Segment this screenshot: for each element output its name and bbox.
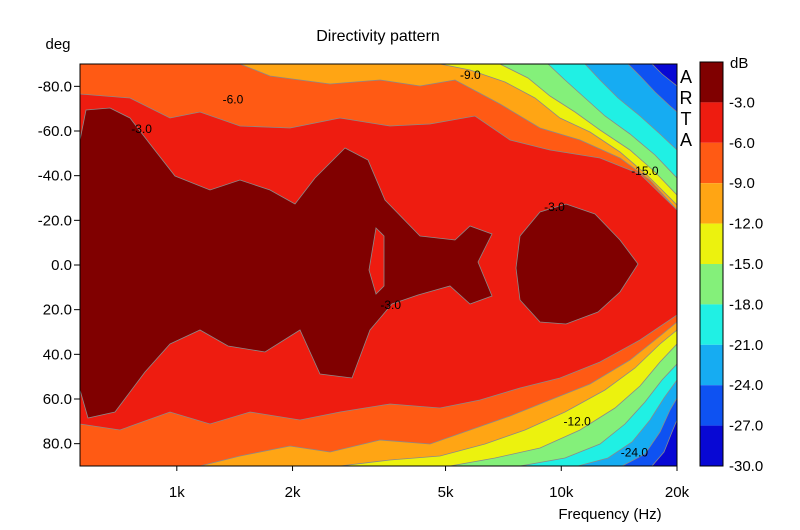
colorbar-swatch xyxy=(700,183,723,224)
colorbar-level-label: -27.0 xyxy=(729,418,763,435)
colorbar-swatch xyxy=(700,102,723,143)
colorbar-level-label: -24.0 xyxy=(729,377,763,394)
contour-label: -3.0 xyxy=(131,122,152,136)
colorbar-level-label: -30.0 xyxy=(729,458,763,475)
contour-field xyxy=(80,64,677,466)
contour-band-minus30-lower xyxy=(651,419,677,466)
colorbar: dB -3.0 -6.0 -9.0 -12.0 -15.0 -18.0 -21.0 -24.0 -… xyxy=(699,55,763,475)
y-tick-label: 0.0 xyxy=(51,257,72,274)
contour-band-minus3-hole xyxy=(368,227,385,295)
y-tick-label-group: -80.0 -60.0 -40.0 -20.0 0.0 20.0 40.0 60.0 80.0 xyxy=(38,78,80,453)
colorbar-level-label: -18.0 xyxy=(729,296,763,313)
colorbar-frame xyxy=(699,61,724,467)
colorbar-swatch xyxy=(700,385,723,426)
colorbar-level-label: -6.0 xyxy=(729,135,755,152)
y-tick-label: 40.0 xyxy=(43,346,72,363)
colorbar-level-label: -3.0 xyxy=(729,94,755,111)
x-tick-label: 10k xyxy=(549,484,574,501)
colorbar-swatch xyxy=(700,304,723,345)
contour-label-group: -3.0 -6.0 -9.0 -15.0 -3.0 -3.0 -12.0 -24.0 xyxy=(131,68,659,459)
x-tick-label: 20k xyxy=(665,484,690,501)
watermark-letter: R xyxy=(680,88,693,108)
contour-band-minus27-lower xyxy=(621,397,677,466)
colorbar-swatch xyxy=(700,425,723,466)
y-tick-label: -20.0 xyxy=(38,212,72,229)
x-tick-label: 5k xyxy=(438,484,454,501)
watermark-letter: A xyxy=(680,130,692,150)
colorbar-swatch xyxy=(700,223,723,264)
watermark-letter: T xyxy=(681,109,692,129)
y-axis-label: deg xyxy=(45,36,70,53)
y-tick-label: 20.0 xyxy=(43,302,72,319)
chart-title: Directivity pattern xyxy=(316,28,440,45)
contour-label: -15.0 xyxy=(631,164,659,178)
contour-label: -3.0 xyxy=(380,298,401,312)
y-tick-label: -60.0 xyxy=(38,123,72,140)
watermark-letter: A xyxy=(680,67,692,87)
y-tick-label: -80.0 xyxy=(38,78,72,95)
colorbar-unit-label: dB xyxy=(730,55,748,72)
contour-label: -24.0 xyxy=(621,446,649,460)
y-tick-label: 60.0 xyxy=(43,391,72,408)
y-tick-label: -40.0 xyxy=(38,168,72,185)
contour-band-minus3-island xyxy=(515,203,639,325)
colorbar-swatch xyxy=(700,264,723,305)
y-tick-label: 80.0 xyxy=(43,436,72,453)
x-axis-label: Frequency (Hz) xyxy=(558,506,661,523)
contour-label: -6.0 xyxy=(223,93,244,107)
contour-label: -12.0 xyxy=(564,414,592,428)
colorbar-level-label: -12.0 xyxy=(729,216,763,233)
colorbar-swatch xyxy=(700,142,723,184)
colorbar-level-label: -21.0 xyxy=(729,337,763,354)
x-tick-label: 2k xyxy=(285,484,301,501)
contour-label: -3.0 xyxy=(544,200,565,214)
colorbar-level-label: -9.0 xyxy=(729,175,755,192)
contour-band-minus3-main xyxy=(80,107,493,419)
colorbar-swatch xyxy=(700,344,723,386)
colorbar-swatch xyxy=(700,62,723,103)
x-tick-label: 1k xyxy=(169,484,185,501)
x-tick-label-group: 1k 2k 5k 10k 20k xyxy=(169,466,690,501)
colorbar-level-label: -15.0 xyxy=(729,256,763,273)
contour-label: -9.0 xyxy=(460,68,481,82)
contour-band-minus30-upper xyxy=(651,64,677,87)
